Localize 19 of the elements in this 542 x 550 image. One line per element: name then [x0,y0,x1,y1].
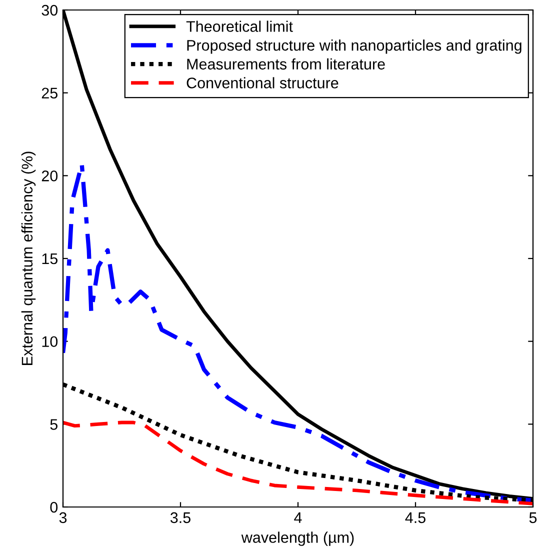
y-tick-label: 25 [42,88,58,99]
legend-label: Proposed structure with nanoparticles and grating [187,40,522,54]
legend-label: Measurements from literature [187,58,385,70]
x-tick-label: 5 [529,512,537,524]
y-tick-label: 30 [42,4,58,16]
y-tick-label: 5 [50,419,58,430]
y-tick-label: 10 [42,336,58,348]
x-tick-label: 4 [294,512,302,523]
x-tick-label: 4.5 [405,512,426,524]
x-tick-label: 3 [59,512,67,524]
legend-label: Conventional structure [186,77,338,88]
y-tick-label: 15 [42,254,58,264]
y-tick-label: 0 [50,502,58,513]
legend-label: Theoretical limit [186,20,293,32]
line-series [63,420,533,506]
y-axis-title: External quantum efficiency (%) [21,152,36,365]
y-tick-label: 20 [42,170,58,182]
x-axis-title: wavelength (µm) [241,532,354,546]
x-tick-label: 3.5 [170,512,190,524]
